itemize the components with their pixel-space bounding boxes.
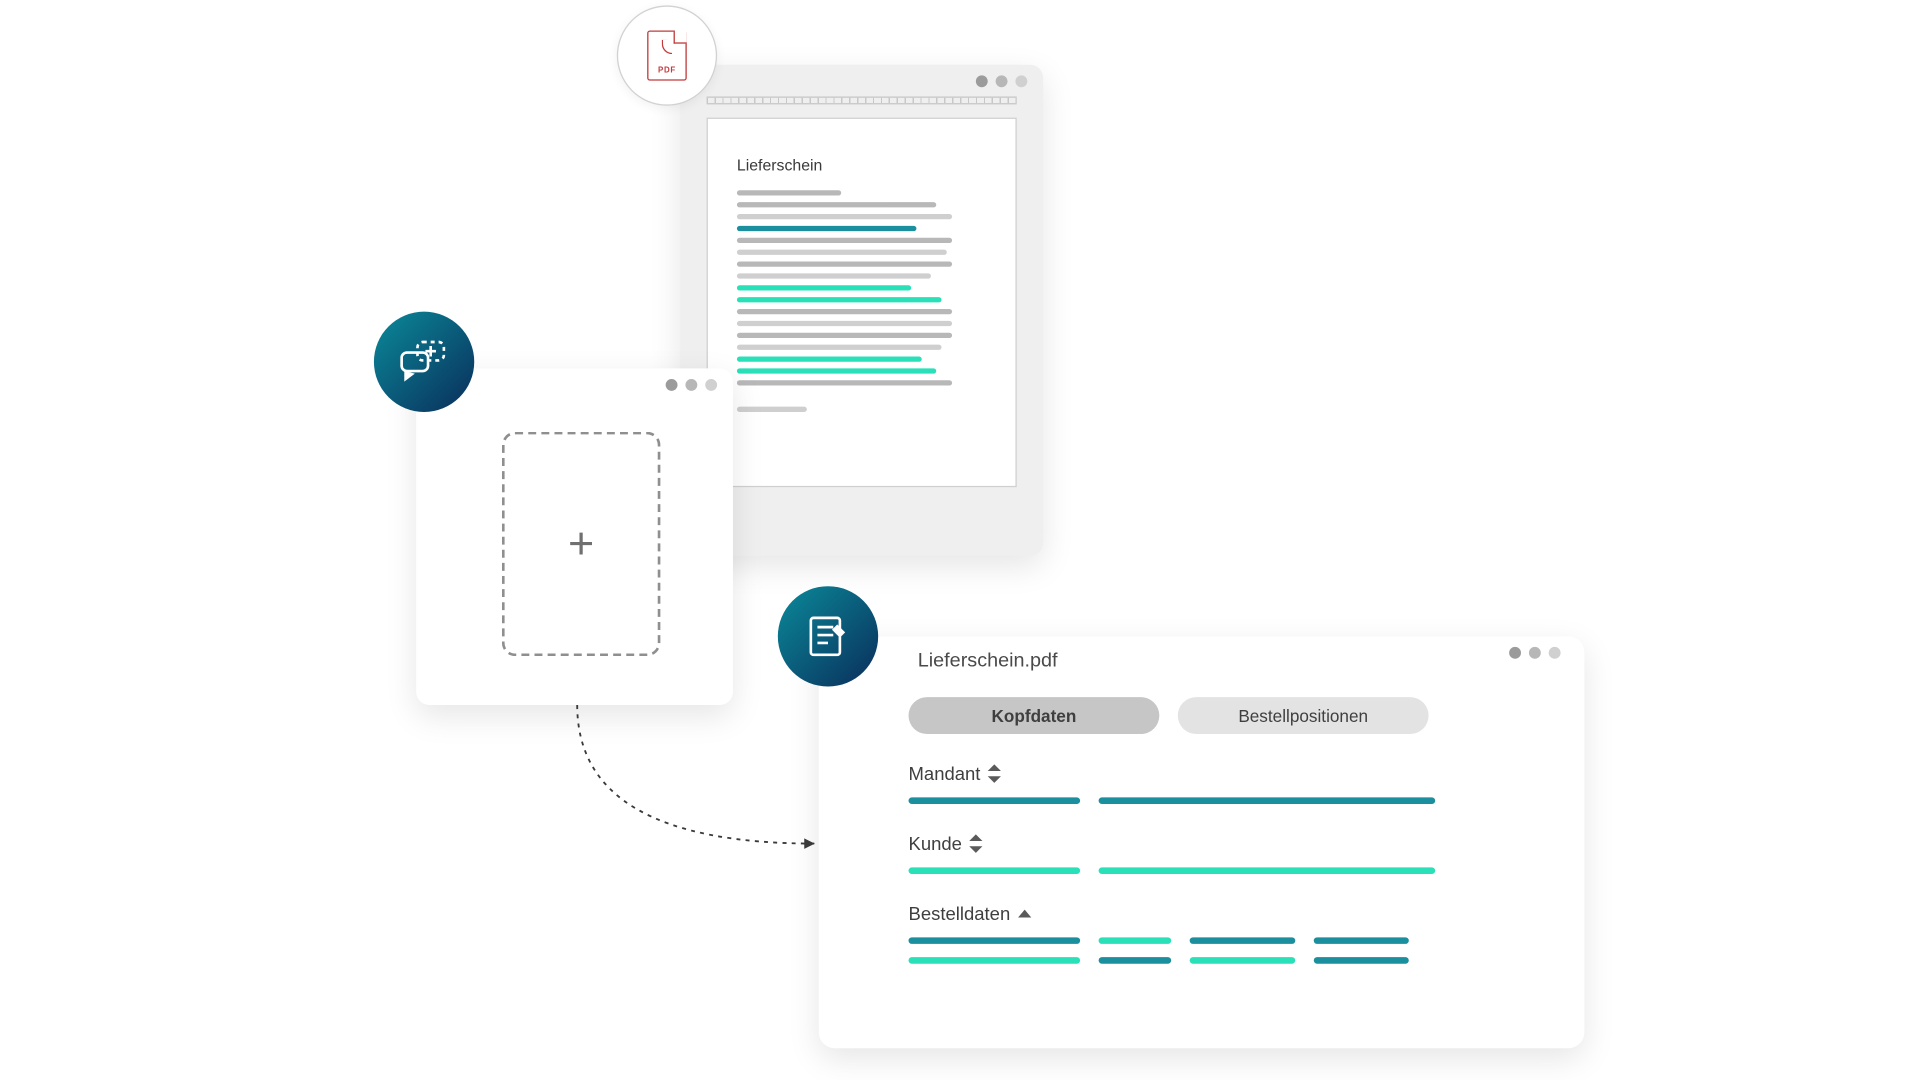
text-line: [737, 226, 917, 231]
data-bar: [1314, 937, 1409, 944]
window-dot-icon: [1015, 75, 1027, 87]
plus-icon: +: [568, 522, 594, 567]
data-bar: [1099, 797, 1436, 804]
ruler: [707, 96, 1017, 104]
data-bar: [909, 867, 1081, 874]
data-bar: [909, 937, 1081, 944]
sort-icon: [970, 834, 983, 852]
text-line: [737, 309, 952, 314]
document-page: Lieferschein: [707, 118, 1017, 488]
template-select-icon: [396, 334, 451, 389]
data-row: [909, 867, 1585, 874]
window-dot-icon: [685, 378, 697, 390]
data-row: [909, 797, 1585, 804]
window-dot-icon: [705, 378, 717, 390]
data-bar: [909, 957, 1081, 964]
pdf-badge: PDF: [617, 5, 717, 105]
flow-arrow: [557, 698, 847, 883]
section-label[interactable]: Mandant: [909, 763, 1585, 784]
data-row: [909, 957, 1585, 964]
tab-kopfdaten[interactable]: Kopfdaten: [909, 697, 1160, 734]
text-line: [737, 333, 952, 338]
data-bar: [1099, 957, 1172, 964]
drop-zone[interactable]: +: [502, 432, 660, 656]
text-line: [737, 392, 986, 400]
section-label[interactable]: Kunde: [909, 833, 1585, 854]
text-line: [737, 190, 842, 195]
window-dot-icon: [976, 75, 988, 87]
form-window: Lieferschein.pdf Kopfdaten Bestellpositio…: [819, 636, 1585, 1048]
form-badge: [778, 586, 878, 686]
text-line: [737, 297, 942, 302]
tab-bestellpositionen[interactable]: Bestellpositionen: [1178, 697, 1429, 734]
window-controls: [680, 65, 1043, 97]
text-line: [737, 202, 937, 207]
document-viewer-window: Lieferschein: [680, 65, 1043, 556]
section-label[interactable]: Bestelldaten: [909, 903, 1585, 924]
form-section: Bestelldaten: [909, 903, 1585, 964]
text-line: [737, 250, 947, 255]
text-line: [737, 321, 952, 326]
upload-window: +: [416, 368, 733, 705]
form-section: Kunde: [909, 833, 1585, 874]
form-edit-icon: [803, 611, 853, 661]
text-line: [737, 214, 952, 219]
text-line: [737, 238, 952, 243]
window-dot-icon: [996, 75, 1008, 87]
data-bar: [1190, 937, 1296, 944]
text-line: [737, 285, 912, 290]
data-bar: [909, 797, 1081, 804]
window-dot-icon: [1509, 646, 1521, 658]
chevron-up-icon: [1018, 910, 1031, 918]
window-dot-icon: [1529, 646, 1541, 658]
text-line: [737, 368, 937, 373]
text-line: [737, 380, 952, 385]
file-title: Lieferschein.pdf: [918, 650, 1058, 672]
text-line: [737, 345, 942, 350]
upload-badge: [374, 312, 474, 412]
data-bar: [1314, 957, 1409, 964]
text-line: [737, 273, 932, 278]
form-section: Mandant: [909, 763, 1585, 804]
pdf-label: PDF: [658, 67, 676, 75]
window-dot-icon: [1549, 646, 1561, 658]
data-bar: [1099, 937, 1172, 944]
pdf-file-icon: PDF: [647, 30, 687, 80]
text-line: [737, 357, 922, 362]
text-line: [737, 261, 952, 266]
data-row: [909, 937, 1585, 944]
text-line: [737, 407, 807, 412]
data-bar: [1099, 867, 1436, 874]
sort-icon: [988, 764, 1001, 782]
data-bar: [1190, 957, 1296, 964]
document-title: Lieferschein: [737, 156, 986, 174]
window-dot-icon: [666, 378, 678, 390]
